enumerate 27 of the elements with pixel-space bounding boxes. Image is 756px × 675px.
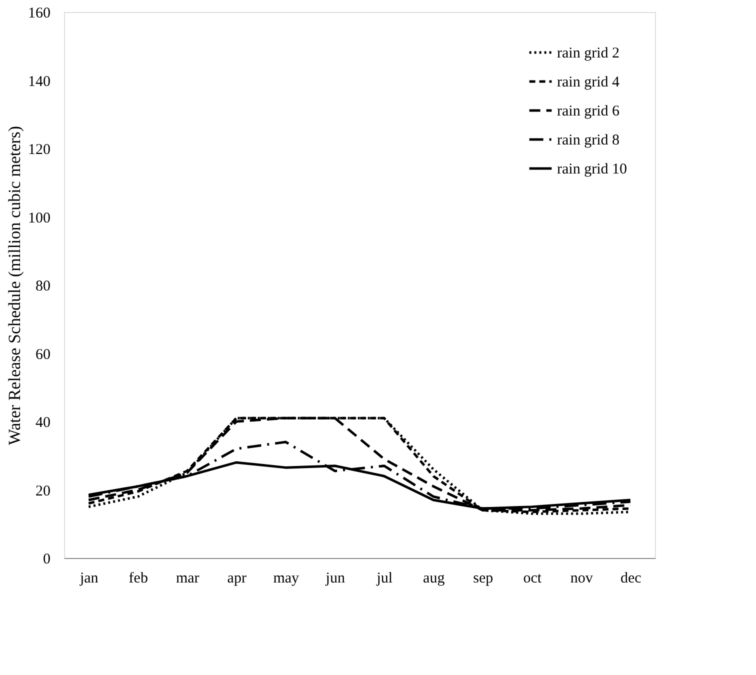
legend-label: rain grid 6	[557, 104, 620, 120]
x-tick-label: oct	[523, 570, 542, 586]
x-tick-label: apr	[227, 570, 246, 586]
x-tick-label: jun	[324, 570, 346, 586]
x-tick-label: mar	[176, 570, 200, 586]
y-tick-label: 40	[36, 415, 50, 431]
y-tick-label: 140	[28, 74, 50, 90]
y-tick-label: 80	[36, 278, 50, 294]
y-tick-label: 20	[36, 483, 50, 500]
legend-label: rain grid 8	[557, 132, 620, 148]
legend-label: rain grid 2	[557, 46, 620, 62]
y-axis-title: Water Release Schedule (million cubic meters)	[5, 126, 24, 446]
y-tick-label: 120	[28, 142, 50, 158]
x-tick-label: sep	[473, 570, 494, 586]
y-tick-label: 0	[43, 552, 50, 568]
y-tick-label: 60	[36, 346, 50, 363]
x-tick-label: nov	[570, 570, 594, 586]
legend-label: rain grid 4	[557, 74, 620, 90]
x-tick-label: dec	[620, 570, 642, 586]
legend-label: rain grid 10	[557, 162, 627, 178]
x-tick-label: aug	[423, 570, 446, 586]
x-tick-label: jul	[376, 570, 393, 586]
x-tick-label: jan	[78, 570, 99, 586]
x-tick-label: feb	[128, 570, 148, 586]
y-tick-label: 160	[28, 6, 50, 22]
y-tick-label: 100	[28, 210, 50, 226]
x-tick-label: may	[273, 570, 300, 586]
